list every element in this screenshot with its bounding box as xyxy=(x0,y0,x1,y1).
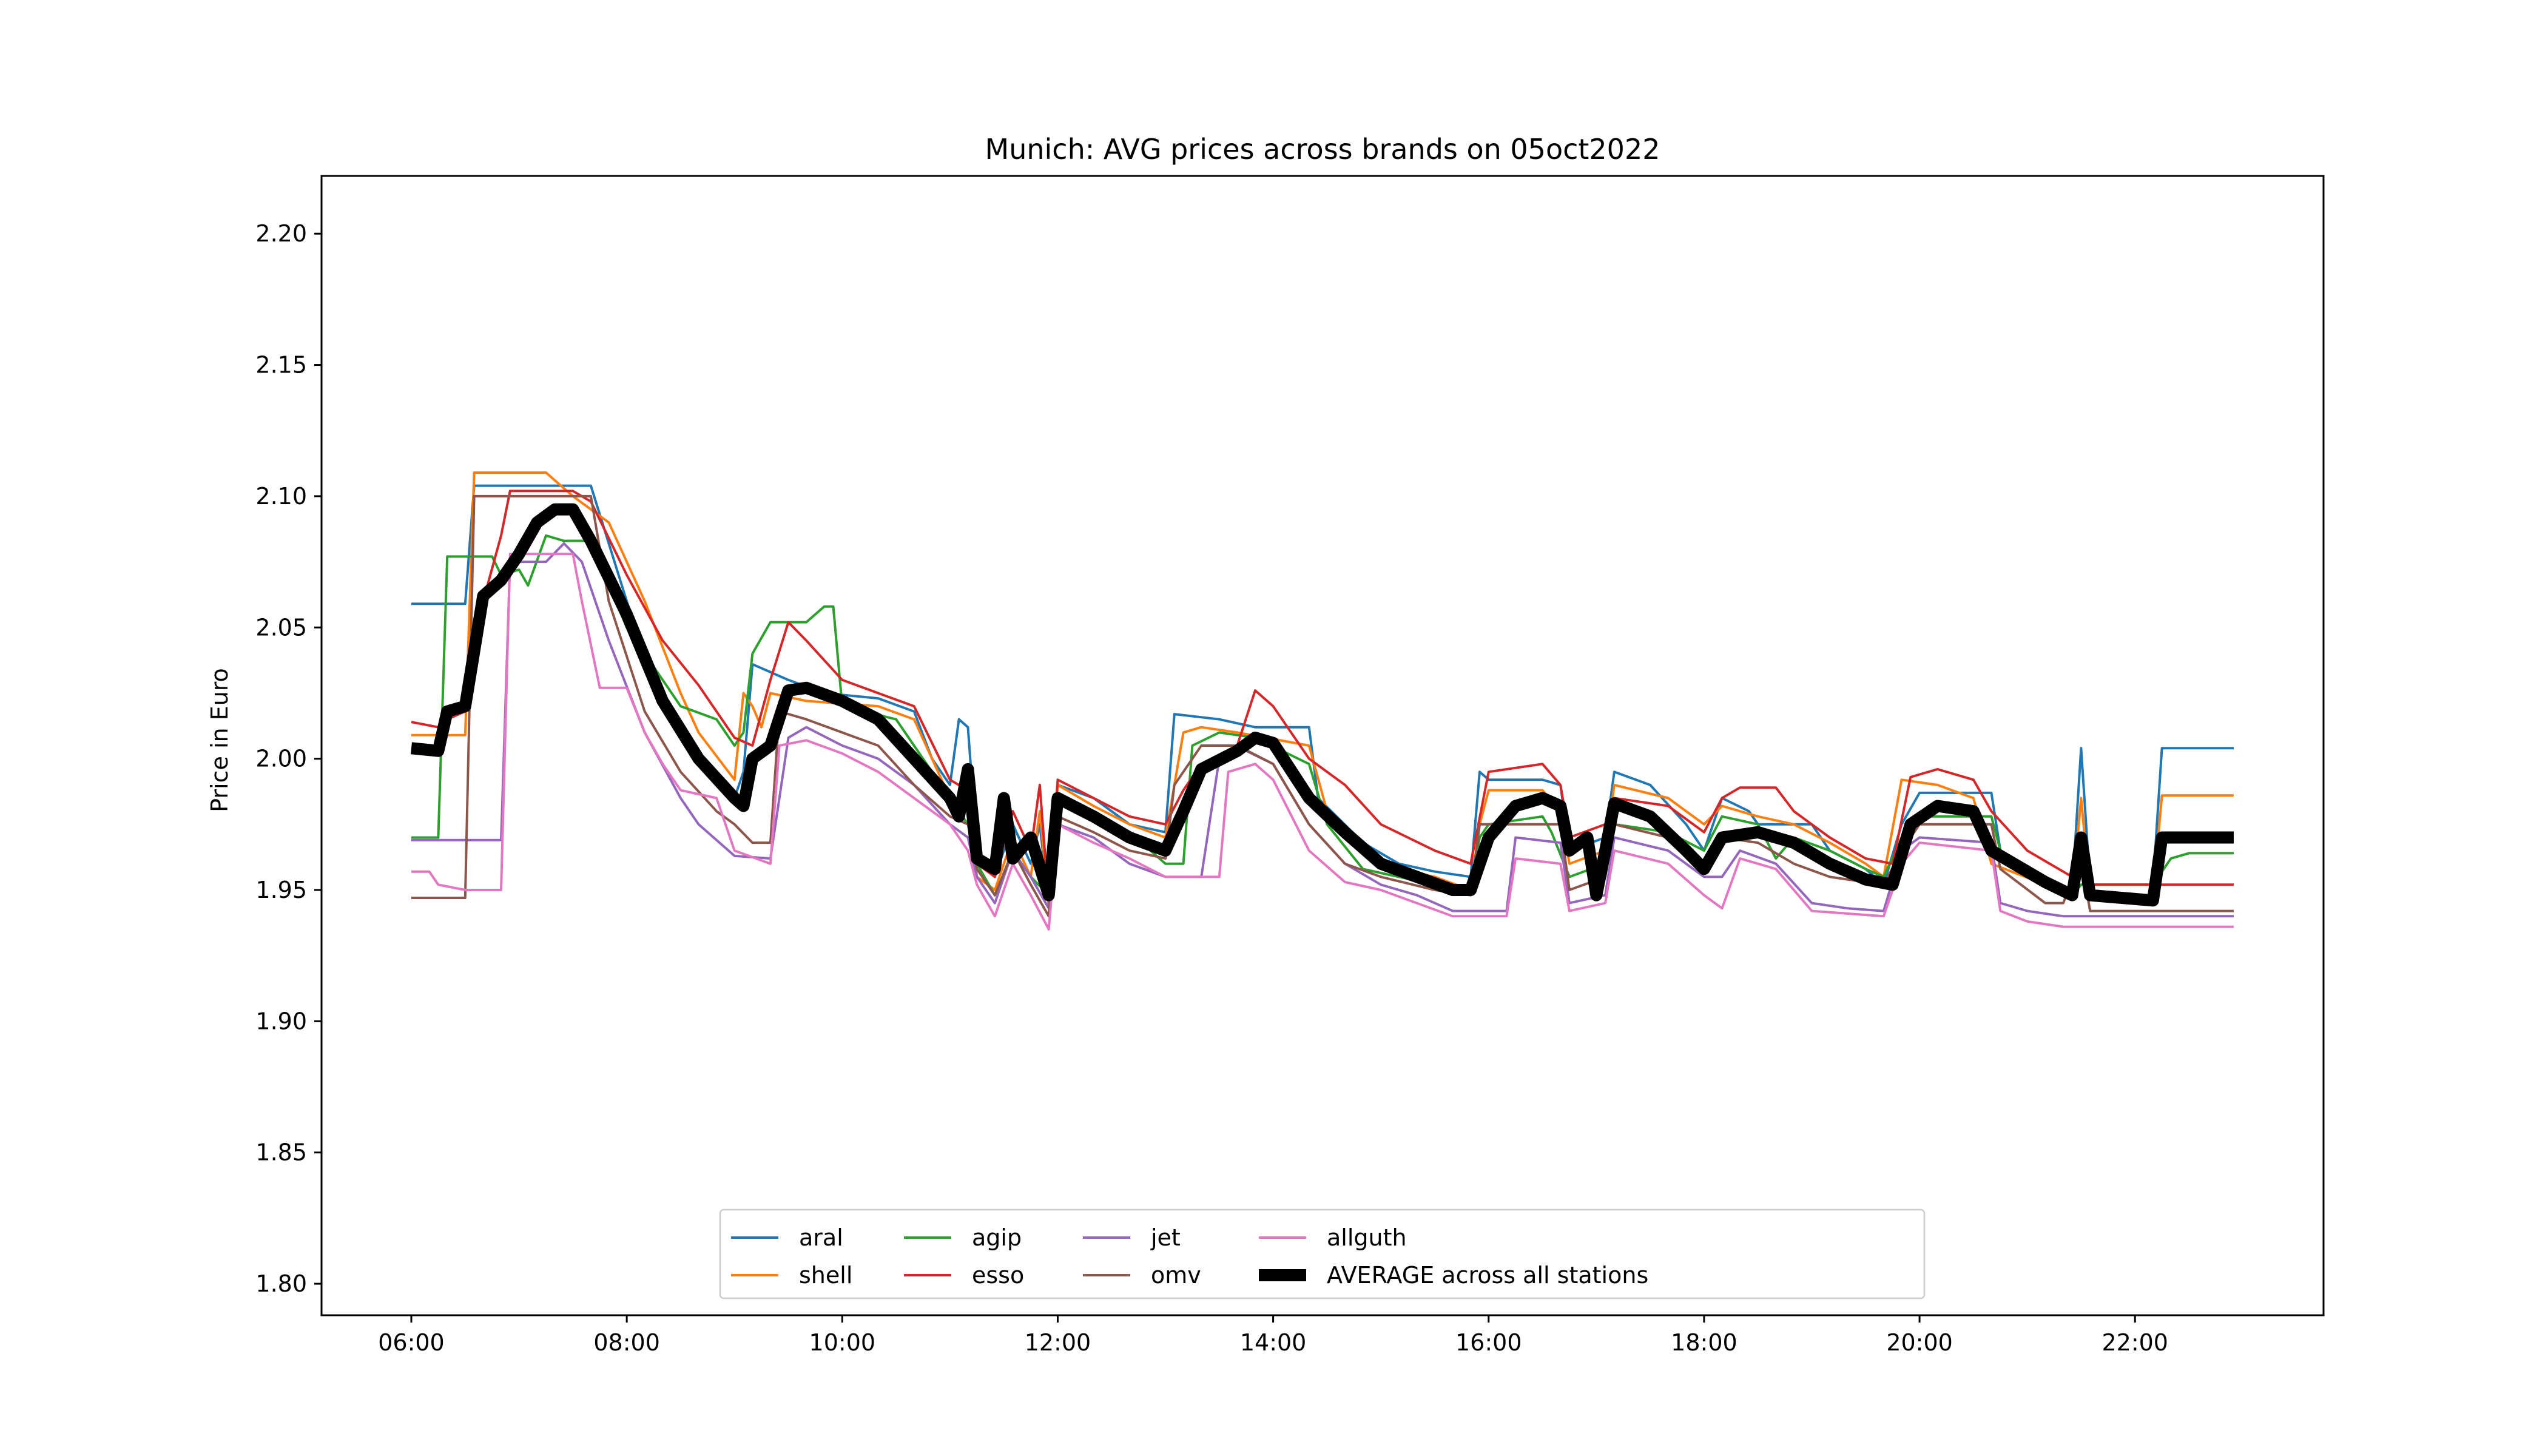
legend-label-esso: esso xyxy=(972,1262,1024,1289)
x-axis-ticks: 06:00 08:00 10:00 12:00 14:00 16:00 18:00 20:00… xyxy=(378,1315,2168,1356)
x-tick-label: 16:00 xyxy=(1455,1329,1522,1356)
legend-label-aral: aral xyxy=(799,1224,843,1251)
series-line-allguth xyxy=(411,553,2234,931)
x-tick-label: 12:00 xyxy=(1025,1329,1091,1356)
y-tick-label: 1.95 xyxy=(255,877,307,903)
y-axis-label: Price in Euro xyxy=(206,668,233,812)
x-tick-label: 20:00 xyxy=(1886,1329,1953,1356)
legend: aral shell agip esso jet omv allguth AVERAGE ac… xyxy=(719,1208,1926,1299)
legend-label-average-across-all-stations: AVERAGE across all stations xyxy=(1327,1262,1648,1289)
legend-box xyxy=(719,1208,1926,1299)
series-line-shell xyxy=(411,471,2234,905)
x-tick-label: 10:00 xyxy=(809,1329,876,1356)
x-tick-label: 22:00 xyxy=(2101,1329,2168,1356)
plot-frame xyxy=(320,175,2325,1316)
y-tick-label: 2.20 xyxy=(255,220,307,247)
y-tick-label: 2.00 xyxy=(255,746,307,772)
y-tick-label: 1.90 xyxy=(255,1008,307,1034)
series-line-jet xyxy=(411,542,2234,918)
y-axis-ticks: 1.80 1.85 1.90 1.95 2.00 2.05 2.10 2.15 2.20 xyxy=(255,220,322,1297)
y-tick-label: 2.10 xyxy=(255,483,307,510)
legend-label-allguth: allguth xyxy=(1327,1224,1407,1251)
legend-label-agip: agip xyxy=(972,1224,1022,1251)
legend-label-omv: omv xyxy=(1151,1262,1201,1289)
y-tick-label: 2.05 xyxy=(255,614,307,641)
x-tick-label: 08:00 xyxy=(593,1329,660,1356)
x-tick-label: 14:00 xyxy=(1240,1329,1307,1356)
x-tick-label: 18:00 xyxy=(1671,1329,1737,1356)
legend-label-jet: jet xyxy=(1150,1224,1181,1251)
legend-label-shell: shell xyxy=(799,1262,852,1289)
chart-title: Munich: AVG prices across brands on 05oc… xyxy=(985,133,1660,166)
y-tick-label: 1.85 xyxy=(255,1139,307,1166)
series-line-average-across-all-stations xyxy=(411,503,2234,907)
y-tick-label: 1.80 xyxy=(255,1270,307,1297)
y-tick-label: 2.15 xyxy=(255,352,307,379)
plot-lines xyxy=(411,471,2234,931)
x-tick-label: 06:00 xyxy=(378,1329,445,1356)
